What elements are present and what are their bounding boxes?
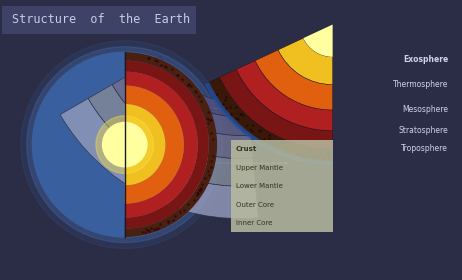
Text: Lower Mantle: Lower Mantle (236, 183, 282, 189)
Text: Exosphere: Exosphere (403, 55, 448, 64)
Wedge shape (205, 82, 333, 165)
Wedge shape (112, 73, 253, 158)
Wedge shape (148, 57, 249, 117)
Wedge shape (207, 77, 333, 163)
Bar (2, 6, 196, 34)
Wedge shape (125, 52, 217, 237)
Circle shape (32, 52, 217, 237)
Wedge shape (219, 69, 333, 149)
Text: Structure  of  the  Earth: Structure of the Earth (12, 13, 190, 26)
Wedge shape (125, 104, 165, 185)
Circle shape (27, 47, 223, 242)
Text: Upper Mantle: Upper Mantle (236, 165, 283, 171)
Wedge shape (60, 99, 258, 218)
Bar (231, 140, 333, 232)
Wedge shape (278, 38, 333, 85)
Text: Stratosphere: Stratosphere (398, 126, 448, 135)
Wedge shape (125, 72, 198, 218)
Text: Inner Core: Inner Core (236, 220, 272, 226)
Circle shape (103, 122, 147, 167)
Circle shape (21, 41, 229, 249)
Wedge shape (304, 24, 333, 57)
Wedge shape (132, 64, 251, 135)
Wedge shape (255, 50, 333, 110)
Wedge shape (88, 85, 255, 186)
Text: Outer Core: Outer Core (236, 202, 274, 208)
Wedge shape (237, 61, 333, 131)
Text: Troposphere: Troposphere (401, 144, 448, 153)
Text: Crust: Crust (236, 146, 257, 152)
Circle shape (96, 116, 153, 173)
Text: Thermosphere: Thermosphere (393, 80, 448, 89)
Wedge shape (125, 85, 184, 204)
Wedge shape (125, 60, 209, 229)
Text: Mesosphere: Mesosphere (402, 106, 448, 115)
